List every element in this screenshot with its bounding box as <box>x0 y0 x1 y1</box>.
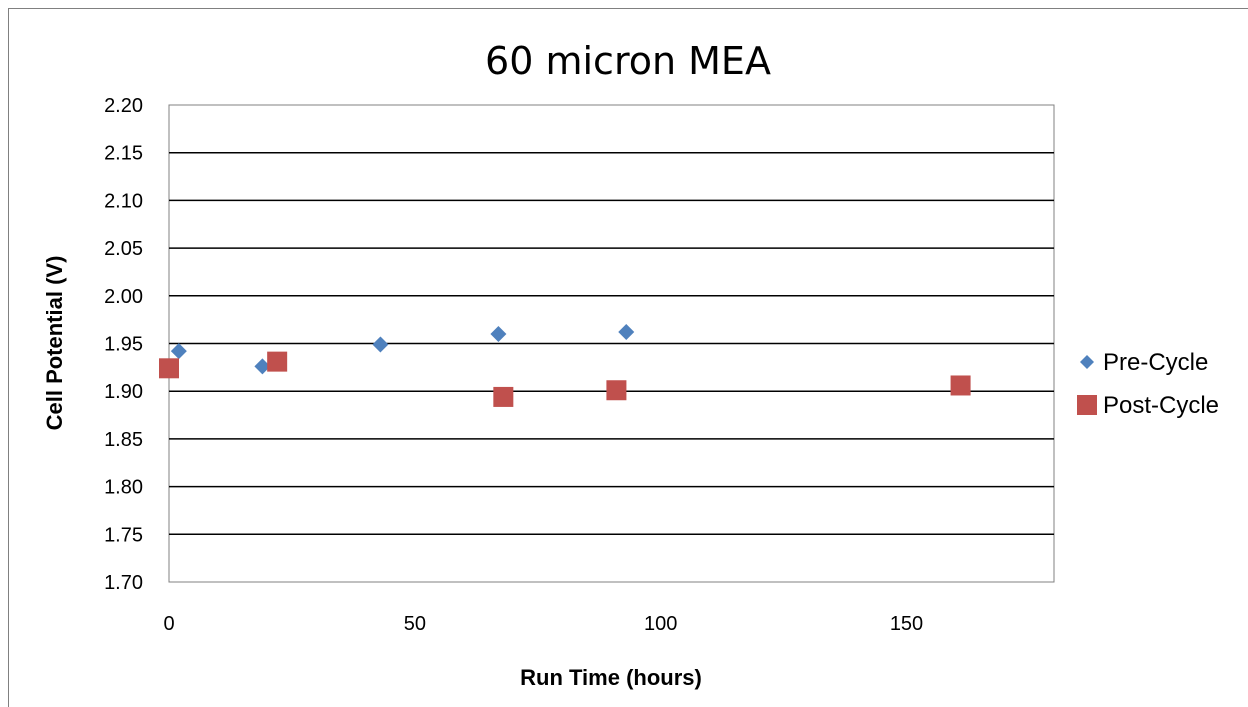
y-tick-label: 2.05 <box>104 238 143 260</box>
x-tick-label: 100 <box>644 613 677 635</box>
series-layer <box>159 324 971 407</box>
x-axis-ticks: 0 50 100 150 <box>163 613 923 635</box>
data-point-post-cycle <box>606 380 627 401</box>
y-tick-label: 1.90 <box>104 381 143 403</box>
y-tick-label: 2.20 <box>104 95 143 117</box>
legend-label: Post-Cycle <box>1103 392 1219 419</box>
x-tick-label: 0 <box>163 613 174 635</box>
data-point-post-cycle <box>267 351 288 372</box>
data-point-pre-cycle <box>490 325 507 342</box>
data-point-post-cycle <box>493 386 514 407</box>
data-point-pre-cycle <box>372 336 389 353</box>
y-tick-label: 1.70 <box>104 572 143 594</box>
legend: Pre-Cycle Post-Cycle <box>1077 349 1219 419</box>
y-tick-label: 1.80 <box>104 477 143 499</box>
y-tick-label: 1.95 <box>104 334 143 356</box>
x-tick-label: 50 <box>404 613 426 635</box>
data-point-post-cycle <box>950 375 971 396</box>
chart-title: 60 micron MEA <box>485 39 771 83</box>
y-axis-ticks: 1.70 1.75 1.80 1.85 1.90 1.95 2.00 2.05 2.10 2.15… <box>104 95 143 594</box>
data-point-pre-cycle <box>170 343 187 360</box>
y-tick-label: 2.10 <box>104 190 143 212</box>
legend-marker <box>1077 395 1097 415</box>
y-tick-label: 2.00 <box>104 286 143 308</box>
legend-label: Pre-Cycle <box>1103 349 1208 376</box>
data-point-post-cycle <box>159 358 179 379</box>
x-axis-label: Run Time (hours) <box>520 665 702 690</box>
data-point-pre-cycle <box>254 358 271 375</box>
legend-marker <box>1080 355 1094 369</box>
y-tick-label: 2.15 <box>104 143 143 165</box>
data-point-pre-cycle <box>618 324 635 341</box>
x-tick-label: 150 <box>890 613 923 635</box>
y-tick-label: 1.75 <box>104 524 143 546</box>
y-tick-label: 1.85 <box>104 429 143 451</box>
gridlines <box>169 151 1054 536</box>
y-axis-label: Cell Potential (V) <box>42 256 67 431</box>
